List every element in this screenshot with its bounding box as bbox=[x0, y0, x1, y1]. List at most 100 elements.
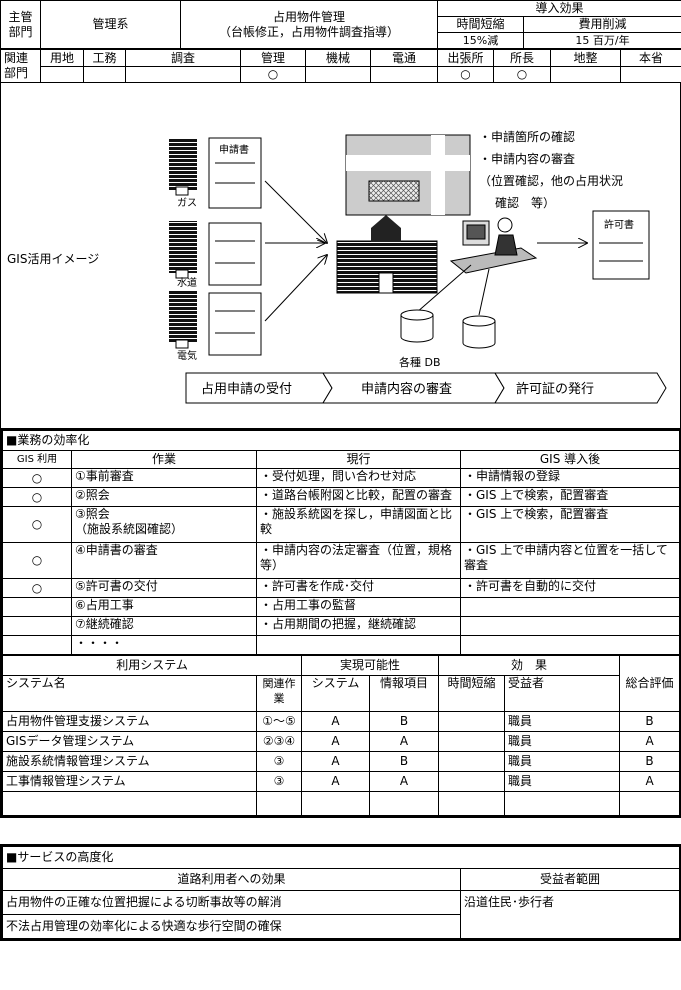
note: ・申請内容の審査 bbox=[479, 151, 575, 166]
after: ・GIS 上で検索，配置審査 bbox=[459, 487, 681, 507]
subject-note: （台帳修正，占用物件調査指導） bbox=[218, 24, 399, 39]
diagram-label: GIS活用イメージ bbox=[7, 252, 99, 266]
empty-cell bbox=[438, 791, 506, 816]
col-header: 現行 bbox=[256, 450, 461, 469]
effect: 効 果 bbox=[438, 655, 621, 676]
systems-group: 利用システム bbox=[1, 655, 303, 676]
task: ⑦継続確認 bbox=[71, 616, 257, 636]
service-beneficiary: 沿道住民･歩行者 bbox=[460, 890, 680, 939]
cost-label: 費用削減 bbox=[522, 16, 681, 33]
dept-label: 主管部門 bbox=[0, 0, 41, 49]
system-feasibility: A bbox=[301, 751, 371, 772]
col-header: 時間短縮 bbox=[438, 675, 506, 712]
related-label: 関連部門 bbox=[0, 49, 41, 83]
header-table: 主管部門 管理系 占用物件管理 （台帳修正，占用物件調査指導） 導入効果 時間短縮 費用削… bbox=[0, 0, 681, 49]
dept-mark: ○ bbox=[437, 66, 494, 83]
overall-rating: B bbox=[619, 711, 681, 732]
col-header: 情報項目 bbox=[369, 675, 440, 712]
source-label: 水道 bbox=[177, 276, 197, 289]
related-tasks: ①～⑤ bbox=[255, 711, 303, 732]
efficiency-row: ○ ④申請書の審査 ・申請内容の法定審査（位置，規格等） ・GIS 上で申請内容と位置… bbox=[2, 542, 681, 579]
current: ・施設系統図を探し，申請図面と比較 bbox=[256, 506, 461, 543]
system-feasibility: A bbox=[301, 711, 371, 732]
dept-name: 管理 bbox=[240, 49, 306, 67]
note: ・申請箇所の確認 bbox=[479, 129, 575, 144]
service-effect: 不法占用管理の効率化による快適な歩行空間の確保 bbox=[2, 914, 461, 939]
after bbox=[459, 616, 681, 636]
dept-name: 本省 bbox=[620, 49, 681, 67]
current: ・占用工事の監督 bbox=[256, 597, 461, 617]
feasibility: 実現可能性 bbox=[301, 655, 440, 676]
dept-name: 電通 bbox=[370, 49, 438, 67]
task: ・・・・ bbox=[71, 635, 257, 655]
efficiency-row: ○ ①事前審査 ・受付処理，問い合わせ対応 ・申請情報の登録 bbox=[2, 468, 681, 488]
permit-doc bbox=[592, 210, 650, 280]
step: 申請内容の審査 bbox=[361, 381, 452, 397]
efficiency-table: ■業務の効率化 GIS 利用 作業 現行 GIS 導入後 ○ ①事前審査 ・受付処理，問い… bbox=[1, 430, 681, 655]
gis-use: ○ bbox=[2, 506, 72, 543]
overall: 総合評価 bbox=[619, 655, 681, 712]
db-label: 各種 DB bbox=[399, 355, 441, 369]
after: ・申請情報の登録 bbox=[459, 468, 681, 488]
dept-name: 機械 bbox=[305, 49, 371, 67]
current: ・申請内容の法定審査（位置，規格等） bbox=[256, 542, 461, 579]
dept: 管理系 bbox=[40, 0, 181, 49]
overall-rating: A bbox=[619, 731, 681, 752]
dept-name: 用地 bbox=[40, 49, 84, 67]
system-name: GISデータ管理システム bbox=[2, 731, 257, 752]
operator bbox=[449, 217, 538, 274]
system-row: 工事情報管理システム ③ A A 職員 A bbox=[2, 771, 681, 792]
beneficiary: 職員 bbox=[504, 711, 621, 732]
col-header: GIS 利用 bbox=[2, 450, 72, 469]
gis-use bbox=[2, 635, 72, 655]
system-name: 施設系統情報管理システム bbox=[2, 751, 257, 772]
diagram: GIS活用イメージ ガス 水道 電気 申請書 各種 DB 許可書 ・申請箇所の確… bbox=[0, 83, 681, 428]
system-row: 占用物件管理支援システム ①～⑤ A B 職員 B bbox=[2, 711, 681, 732]
after bbox=[459, 635, 681, 655]
dept-mark bbox=[370, 66, 438, 83]
current: ・許可書を作成･交付 bbox=[256, 578, 461, 598]
efficiency-row: ⑥占用工事 ・占用工事の監督 bbox=[2, 597, 681, 617]
application-label: 申請書 bbox=[219, 143, 249, 156]
related-tasks: ②③④ bbox=[255, 731, 303, 752]
note: （位置確認，他の占用状況 bbox=[479, 173, 623, 188]
beneficiary: 職員 bbox=[504, 751, 621, 772]
systems-table: 利用システム 実現可能性効 果総合評価 システム名 関連作業 システム 情報項目 時間短縮… bbox=[1, 655, 681, 816]
task: ⑥占用工事 bbox=[71, 597, 257, 617]
info-feasibility: B bbox=[369, 751, 440, 772]
gis-use: ○ bbox=[2, 578, 72, 598]
col-header: 道路利用者への効果 bbox=[2, 868, 461, 891]
system-row bbox=[2, 791, 681, 816]
empty-cell bbox=[2, 791, 257, 816]
dept-mark: ○ bbox=[493, 66, 551, 83]
dept-mark bbox=[305, 66, 371, 83]
dept-name: 工務 bbox=[83, 49, 126, 67]
related-tasks: ③ bbox=[255, 771, 303, 792]
task: ⑤許可書の交付 bbox=[71, 578, 257, 598]
time-effect bbox=[438, 711, 506, 732]
time-effect bbox=[438, 731, 506, 752]
efficiency-title: ■業務の効率化 bbox=[1, 430, 681, 451]
service-effect: 占用物件の正確な位置把握による切断事故等の解消 bbox=[2, 890, 461, 915]
empty-cell bbox=[504, 791, 621, 816]
gis-use bbox=[2, 597, 72, 617]
info-feasibility: A bbox=[369, 771, 440, 792]
effect-label: 導入効果 bbox=[436, 0, 681, 17]
empty-cell bbox=[255, 791, 303, 816]
system-row: GISデータ管理システム ②③④ A A 職員 A bbox=[2, 731, 681, 752]
system-row: 施設系統情報管理システム ③ A B 職員 B bbox=[2, 751, 681, 772]
col-header: システム名 bbox=[2, 675, 257, 712]
system-name: 占用物件管理支援システム bbox=[2, 711, 257, 732]
after: ・GIS 上で検索，配置審査 bbox=[459, 506, 681, 543]
empty-cell bbox=[619, 791, 681, 816]
source-label: ガス bbox=[177, 197, 197, 209]
service-title: ■サービスの高度化 bbox=[2, 846, 680, 869]
current: ・受付処理，問い合わせ対応 bbox=[256, 468, 461, 488]
dept-mark bbox=[620, 66, 681, 83]
after bbox=[459, 597, 681, 617]
gis-use: ○ bbox=[2, 542, 72, 579]
empty-cell bbox=[369, 791, 440, 816]
db bbox=[400, 264, 496, 349]
permit-label: 許可書 bbox=[604, 218, 634, 231]
beneficiary: 職員 bbox=[504, 731, 621, 752]
